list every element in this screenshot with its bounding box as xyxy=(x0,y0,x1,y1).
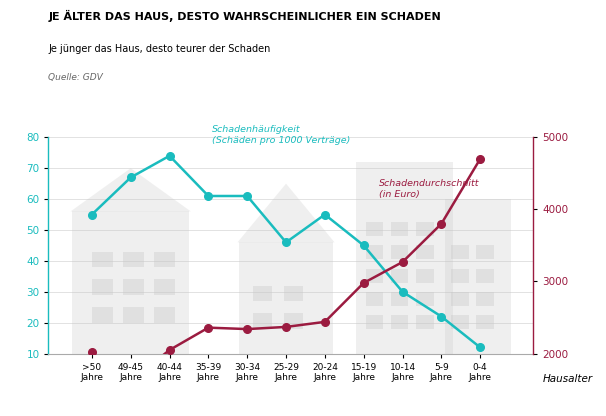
Bar xyxy=(451,292,468,306)
Text: Hausalter: Hausalter xyxy=(542,374,593,384)
Bar xyxy=(154,252,175,267)
Polygon shape xyxy=(238,183,335,243)
Bar xyxy=(284,313,304,329)
Bar xyxy=(416,245,433,259)
Bar xyxy=(416,269,433,282)
Bar xyxy=(239,243,333,354)
Bar xyxy=(445,199,511,354)
Bar xyxy=(365,245,383,259)
Bar xyxy=(365,269,383,282)
Bar xyxy=(416,315,433,329)
Bar xyxy=(451,315,468,329)
Bar xyxy=(154,307,175,323)
Bar xyxy=(154,280,175,295)
Bar xyxy=(123,252,144,267)
Bar xyxy=(365,222,383,236)
Polygon shape xyxy=(70,168,191,211)
Bar xyxy=(123,280,144,295)
Bar xyxy=(365,315,383,329)
Bar xyxy=(416,222,433,236)
Bar xyxy=(476,292,494,306)
Bar xyxy=(391,269,408,282)
Bar xyxy=(92,307,113,323)
Text: JE ÄLTER DAS HAUS, DESTO WAHRSCHEINLICHER EIN SCHADEN: JE ÄLTER DAS HAUS, DESTO WAHRSCHEINLICHE… xyxy=(48,10,441,22)
Bar xyxy=(284,286,304,301)
Bar xyxy=(92,252,113,267)
Bar xyxy=(391,222,408,236)
Bar xyxy=(123,307,144,323)
Bar xyxy=(391,315,408,329)
Bar xyxy=(391,292,408,306)
Bar xyxy=(451,269,468,282)
Bar xyxy=(476,245,494,259)
Bar xyxy=(476,269,494,282)
Bar xyxy=(253,313,273,329)
Text: Je jünger das Haus, desto teurer der Schaden: Je jünger das Haus, desto teurer der Sch… xyxy=(48,44,271,54)
Bar xyxy=(365,292,383,306)
Bar xyxy=(73,211,189,354)
Bar xyxy=(391,245,408,259)
Text: Quelle: GDV: Quelle: GDV xyxy=(48,73,103,82)
Text: Schadendurchschnitt
(in Euro): Schadendurchschnitt (in Euro) xyxy=(379,179,480,199)
Bar xyxy=(476,315,494,329)
Bar xyxy=(416,292,433,306)
Bar xyxy=(92,280,113,295)
Bar xyxy=(253,286,273,301)
Bar xyxy=(356,162,453,354)
Bar xyxy=(451,245,468,259)
Text: Schadenhäufigkeit
(Schäden pro 1000 Verträge): Schadenhäufigkeit (Schäden pro 1000 Vert… xyxy=(212,125,351,145)
